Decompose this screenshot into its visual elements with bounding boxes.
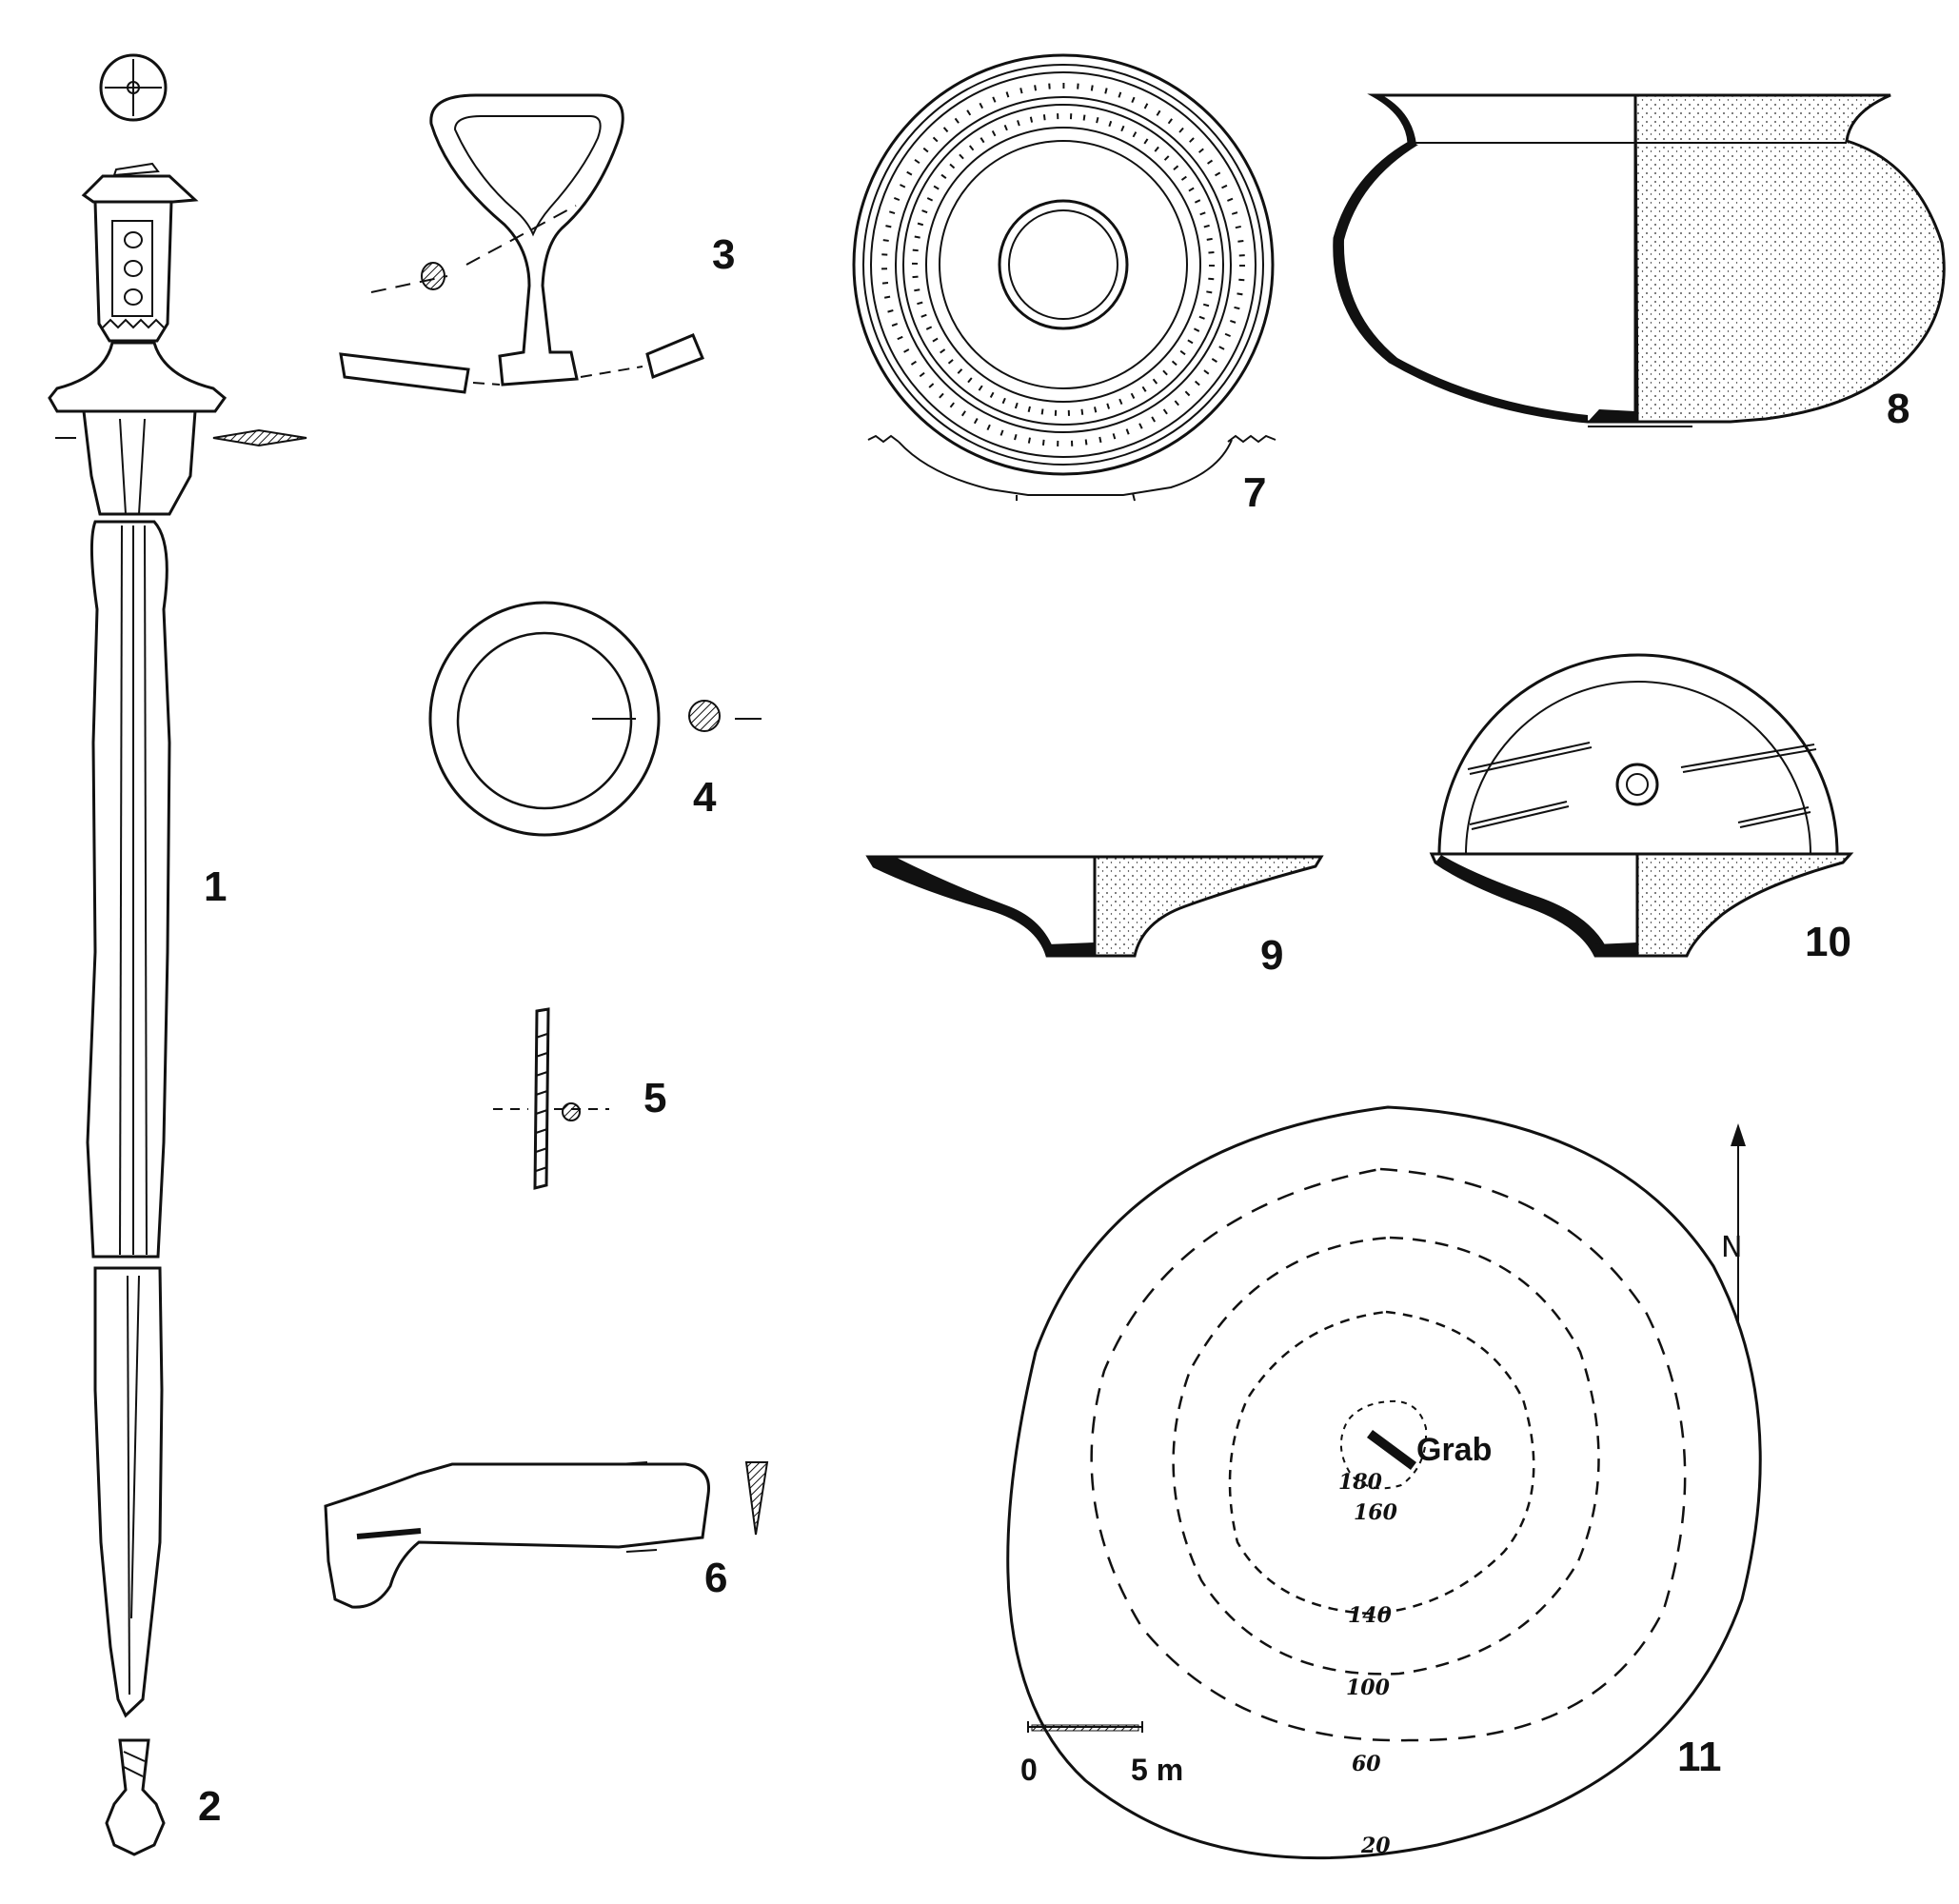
figure-number-5: 5	[643, 1075, 666, 1121]
grave-label: Grab	[1416, 1432, 1492, 1468]
figure-number-2: 2	[198, 1783, 221, 1830]
decorated-dish-drawing	[852, 53, 1276, 502]
contour-label-180: 180	[1338, 1470, 1383, 1495]
contour-label-100: 100	[1346, 1676, 1391, 1700]
contour-label-160: 160	[1354, 1500, 1398, 1525]
chape-drawing	[105, 1738, 166, 1856]
knife-blade-drawing	[324, 1461, 769, 1609]
figure-number-7: 7	[1243, 469, 1266, 516]
contour-label-20: 20	[1360, 1834, 1391, 1858]
figure-number-1: 1	[204, 863, 227, 910]
figure-number-6: 6	[704, 1555, 727, 1601]
loop-fitting-drawing	[339, 93, 704, 394]
scale-start-label: 0	[1020, 1753, 1038, 1787]
ring-drawing	[428, 601, 762, 837]
figure-number-11: 11	[1677, 1734, 1722, 1780]
shallow-bowl-drawing	[865, 855, 1324, 958]
figure-number-10: 10	[1805, 919, 1851, 965]
contour-label-60: 60	[1352, 1752, 1381, 1776]
barrow-contour-plan	[1006, 1105, 1762, 1860]
figure-number-3: 3	[712, 231, 735, 278]
north-label: N	[1721, 1231, 1742, 1264]
contour-label-140: 140	[1348, 1603, 1393, 1628]
urn-profile-drawing	[1333, 93, 1946, 427]
figure-number-9: 9	[1260, 932, 1283, 979]
bowl-with-interior-view-drawing	[1429, 653, 1854, 958]
sword-drawing	[48, 53, 307, 1718]
figure-number-8: 8	[1887, 386, 1910, 432]
pin-drawing	[493, 1007, 609, 1190]
scale-end-label: 5 m	[1131, 1753, 1183, 1787]
figure-number-4: 4	[693, 774, 717, 821]
